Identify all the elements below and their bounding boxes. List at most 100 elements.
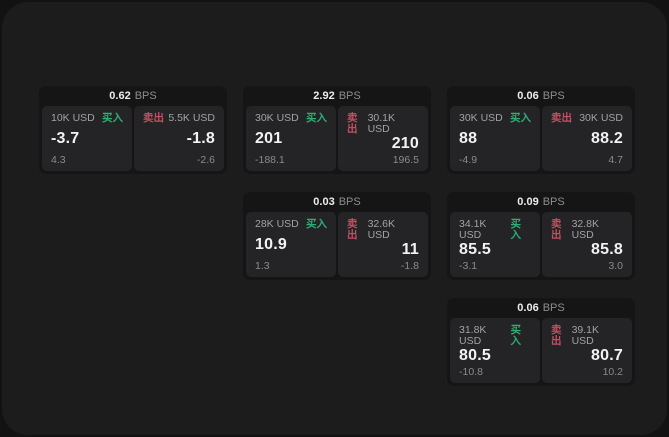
bps-value: 0.03 bbox=[313, 196, 335, 208]
sell-panel-header: 卖出 32.8K USD bbox=[551, 219, 623, 240]
buy-price: 10.9 bbox=[255, 236, 287, 253]
sell-panel[interactable]: 卖出 32.6K USD 11 -1.8 bbox=[338, 212, 428, 277]
buy-amount: 34.1K USD bbox=[459, 218, 487, 241]
buy-panel[interactable]: 31.8K USD 买入 80.5 -10.8 bbox=[450, 318, 540, 383]
quote-card: 0.06 BPS 30K USD 买入 88 -4.9 卖出 30K USD 8… bbox=[447, 86, 635, 174]
buy-panel-header: 30K USD 买入 bbox=[459, 113, 531, 124]
buy-price: 201 bbox=[255, 130, 283, 147]
card-header: 0.62 BPS bbox=[39, 86, 227, 106]
buy-price: -3.7 bbox=[51, 130, 80, 147]
bps-value: 2.92 bbox=[313, 90, 335, 102]
buy-panel-header: 31.8K USD 买入 bbox=[459, 325, 531, 346]
buy-tag: 买入 bbox=[510, 324, 521, 347]
sell-price: 88.2 bbox=[591, 130, 623, 147]
sell-change: 10.2 bbox=[602, 365, 623, 378]
bps-value: 0.06 bbox=[517, 302, 539, 314]
buy-price: 80.5 bbox=[459, 347, 491, 365]
buy-tag: 买入 bbox=[306, 218, 327, 230]
buy-price: 85.5 bbox=[459, 241, 491, 259]
bps-value: 0.09 bbox=[517, 196, 539, 208]
sell-panel[interactable]: 卖出 5.5K USD -1.8 -2.6 bbox=[134, 106, 224, 171]
sell-change: -1.8 bbox=[400, 259, 419, 272]
buy-change: -4.9 bbox=[459, 153, 478, 166]
card-body: 30K USD 买入 88 -4.9 卖出 30K USD 88.2 4.7 bbox=[447, 106, 635, 174]
buy-amount: 30K USD bbox=[459, 112, 503, 124]
bps-value: 0.06 bbox=[517, 90, 539, 102]
buy-panel[interactable]: 28K USD 买入 10.9 1.3 bbox=[246, 212, 336, 277]
sell-price: 11 bbox=[401, 241, 419, 259]
quote-card: 0.06 BPS 31.8K USD 买入 80.5 -10.8 卖出 39.1… bbox=[447, 298, 635, 386]
bps-unit-label: BPS bbox=[542, 196, 565, 208]
sell-price: 210 bbox=[391, 135, 419, 153]
buy-amount: 28K USD bbox=[255, 218, 299, 230]
card-body: 34.1K USD 买入 85.5 -3.1 卖出 32.8K USD 85.8… bbox=[447, 212, 635, 280]
sell-panel-header: 卖出 32.6K USD bbox=[347, 219, 419, 240]
sell-tag: 卖出 bbox=[347, 112, 358, 135]
sell-amount: 30.1K USD bbox=[367, 112, 396, 135]
sell-panel-header: 卖出 30.1K USD bbox=[347, 113, 419, 134]
sell-tag: 卖出 bbox=[347, 218, 358, 241]
buy-panel-header: 28K USD 买入 bbox=[255, 219, 327, 230]
quote-card: 0.09 BPS 34.1K USD 买入 85.5 -3.1 卖出 32.8K… bbox=[447, 192, 635, 280]
buy-panel[interactable]: 34.1K USD 买入 85.5 -3.1 bbox=[450, 212, 540, 277]
sell-tag: 卖出 bbox=[551, 112, 572, 124]
sell-panel[interactable]: 卖出 30.1K USD 210 196.5 bbox=[338, 106, 428, 171]
sell-price: 85.8 bbox=[591, 241, 623, 259]
buy-change: 1.3 bbox=[255, 259, 270, 272]
sell-tag: 卖出 bbox=[551, 218, 562, 241]
bps-value: 0.62 bbox=[109, 90, 131, 102]
buy-tag: 买入 bbox=[102, 112, 123, 124]
buy-tag: 买入 bbox=[510, 112, 531, 124]
sell-amount: 32.6K USD bbox=[367, 218, 396, 241]
sell-amount: 30K USD bbox=[579, 112, 623, 124]
card-header: 0.06 BPS bbox=[447, 86, 635, 106]
buy-change: 4.3 bbox=[51, 153, 66, 166]
sell-panel[interactable]: 卖出 39.1K USD 80.7 10.2 bbox=[542, 318, 632, 383]
quote-card: 0.62 BPS 10K USD 买入 -3.7 4.3 卖出 5.5K USD… bbox=[39, 86, 227, 174]
quote-card-grid: 0.62 BPS 10K USD 买入 -3.7 4.3 卖出 5.5K USD… bbox=[39, 86, 635, 386]
sell-amount: 32.8K USD bbox=[571, 218, 600, 241]
sell-panel-header: 卖出 5.5K USD bbox=[143, 113, 215, 124]
bps-unit-label: BPS bbox=[338, 90, 361, 102]
buy-amount: 10K USD bbox=[51, 112, 95, 124]
buy-panel[interactable]: 30K USD 买入 88 -4.9 bbox=[450, 106, 540, 171]
buy-change: -188.1 bbox=[255, 153, 285, 166]
buy-panel[interactable]: 30K USD 买入 201 -188.1 bbox=[246, 106, 336, 171]
card-header: 0.03 BPS bbox=[243, 192, 431, 212]
sell-amount: 39.1K USD bbox=[571, 324, 600, 347]
sell-panel-header: 卖出 39.1K USD bbox=[551, 325, 623, 346]
sell-tag: 卖出 bbox=[143, 112, 164, 124]
card-body: 10K USD 买入 -3.7 4.3 卖出 5.5K USD -1.8 -2.… bbox=[39, 106, 227, 174]
card-header: 0.09 BPS bbox=[447, 192, 635, 212]
sell-panel-header: 卖出 30K USD bbox=[551, 113, 623, 124]
buy-tag: 买入 bbox=[306, 112, 327, 124]
sell-change: 3.0 bbox=[608, 259, 623, 272]
quote-card: 2.92 BPS 30K USD 买入 201 -188.1 卖出 30.1K … bbox=[243, 86, 431, 174]
bps-unit-label: BPS bbox=[542, 302, 565, 314]
sell-price: 80.7 bbox=[591, 347, 623, 365]
bps-unit-label: BPS bbox=[542, 90, 565, 102]
card-body: 31.8K USD 买入 80.5 -10.8 卖出 39.1K USD 80.… bbox=[447, 318, 635, 386]
sell-change: 196.5 bbox=[392, 153, 419, 166]
buy-price: 88 bbox=[459, 130, 478, 147]
buy-panel-header: 34.1K USD 买入 bbox=[459, 219, 531, 240]
quote-card: 0.03 BPS 28K USD 买入 10.9 1.3 卖出 32.6K US… bbox=[243, 192, 431, 280]
buy-change: -3.1 bbox=[459, 259, 478, 272]
buy-panel-header: 10K USD 买入 bbox=[51, 113, 123, 124]
sell-panel[interactable]: 卖出 30K USD 88.2 4.7 bbox=[542, 106, 632, 171]
buy-panel[interactable]: 10K USD 买入 -3.7 4.3 bbox=[42, 106, 132, 171]
sell-price: -1.8 bbox=[186, 130, 215, 147]
sell-change: 4.7 bbox=[608, 153, 623, 166]
sell-amount: 5.5K USD bbox=[168, 112, 215, 124]
card-body: 28K USD 买入 10.9 1.3 卖出 32.6K USD 11 -1.8 bbox=[243, 212, 431, 280]
bps-unit-label: BPS bbox=[338, 196, 361, 208]
bps-unit-label: BPS bbox=[134, 90, 157, 102]
sell-tag: 卖出 bbox=[551, 324, 562, 347]
buy-change: -10.8 bbox=[459, 365, 483, 378]
sell-change: -2.6 bbox=[196, 153, 215, 166]
sell-panel[interactable]: 卖出 32.8K USD 85.8 3.0 bbox=[542, 212, 632, 277]
buy-panel-header: 30K USD 买入 bbox=[255, 113, 327, 124]
buy-amount: 30K USD bbox=[255, 112, 299, 124]
card-body: 30K USD 买入 201 -188.1 卖出 30.1K USD 210 1… bbox=[243, 106, 431, 174]
